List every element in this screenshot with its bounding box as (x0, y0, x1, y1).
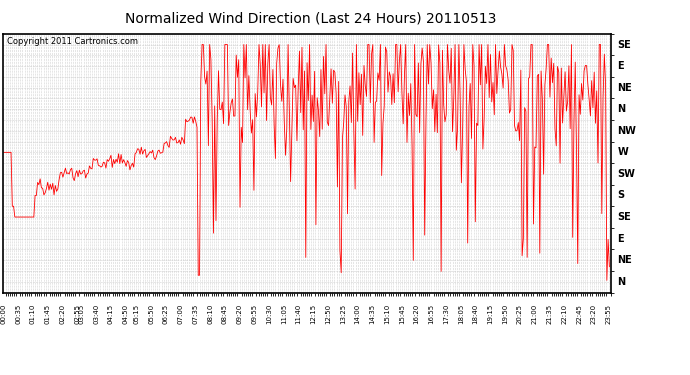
Text: 21:00: 21:00 (532, 304, 538, 324)
Text: 03:05: 03:05 (79, 304, 84, 324)
Text: 22:45: 22:45 (576, 304, 582, 324)
Text: 19:15: 19:15 (487, 304, 493, 324)
Text: 12:50: 12:50 (325, 304, 331, 324)
Text: 15:10: 15:10 (384, 304, 390, 324)
Text: 13:25: 13:25 (340, 304, 346, 324)
Text: 15:45: 15:45 (399, 304, 405, 324)
Text: 05:15: 05:15 (133, 304, 139, 324)
Text: 01:45: 01:45 (45, 304, 51, 324)
Text: 03:40: 03:40 (93, 304, 99, 324)
Text: 09:20: 09:20 (237, 304, 243, 324)
Text: NW: NW (618, 126, 636, 136)
Text: N: N (618, 277, 626, 287)
Text: 12:15: 12:15 (310, 304, 317, 324)
Text: 18:40: 18:40 (473, 304, 479, 324)
Text: E: E (618, 61, 624, 71)
Text: E: E (618, 234, 624, 244)
Text: 23:55: 23:55 (606, 304, 611, 324)
Text: 08:10: 08:10 (207, 304, 213, 324)
Text: 02:20: 02:20 (59, 304, 66, 324)
Text: 04:15: 04:15 (108, 304, 114, 324)
Text: 11:40: 11:40 (295, 304, 302, 324)
Text: SW: SW (618, 169, 635, 179)
Text: 07:35: 07:35 (193, 304, 198, 324)
Text: 08:45: 08:45 (221, 304, 228, 324)
Text: 18:05: 18:05 (458, 304, 464, 324)
Text: Copyright 2011 Cartronics.com: Copyright 2011 Cartronics.com (7, 38, 138, 46)
Text: N: N (618, 104, 626, 114)
Text: 01:10: 01:10 (30, 304, 36, 324)
Text: 23:20: 23:20 (591, 304, 597, 324)
Text: 20:25: 20:25 (517, 304, 523, 324)
Text: W: W (618, 147, 629, 158)
Text: SE: SE (618, 212, 631, 222)
Text: S: S (618, 190, 624, 201)
Text: SE: SE (618, 39, 631, 50)
Text: 07:00: 07:00 (177, 304, 184, 324)
Text: 06:25: 06:25 (163, 304, 169, 324)
Text: 00:35: 00:35 (15, 304, 21, 324)
Text: 04:50: 04:50 (123, 304, 129, 324)
Text: 09:55: 09:55 (251, 304, 257, 324)
Text: 02:55: 02:55 (75, 304, 80, 324)
Text: 11:05: 11:05 (281, 304, 287, 324)
Text: 10:30: 10:30 (266, 304, 272, 324)
Text: NE: NE (618, 255, 632, 265)
Text: NE: NE (618, 82, 632, 93)
Text: 22:10: 22:10 (561, 304, 567, 324)
Text: 05:50: 05:50 (148, 304, 154, 324)
Text: Normalized Wind Direction (Last 24 Hours) 20110513: Normalized Wind Direction (Last 24 Hours… (125, 11, 496, 25)
Text: 16:55: 16:55 (428, 304, 435, 324)
Text: 14:00: 14:00 (355, 304, 361, 324)
Text: 17:30: 17:30 (443, 304, 449, 324)
Text: 14:35: 14:35 (369, 304, 375, 324)
Text: 16:20: 16:20 (414, 304, 420, 324)
Text: 21:35: 21:35 (546, 304, 553, 324)
Text: 19:50: 19:50 (502, 304, 509, 324)
Text: 00:00: 00:00 (1, 304, 6, 324)
